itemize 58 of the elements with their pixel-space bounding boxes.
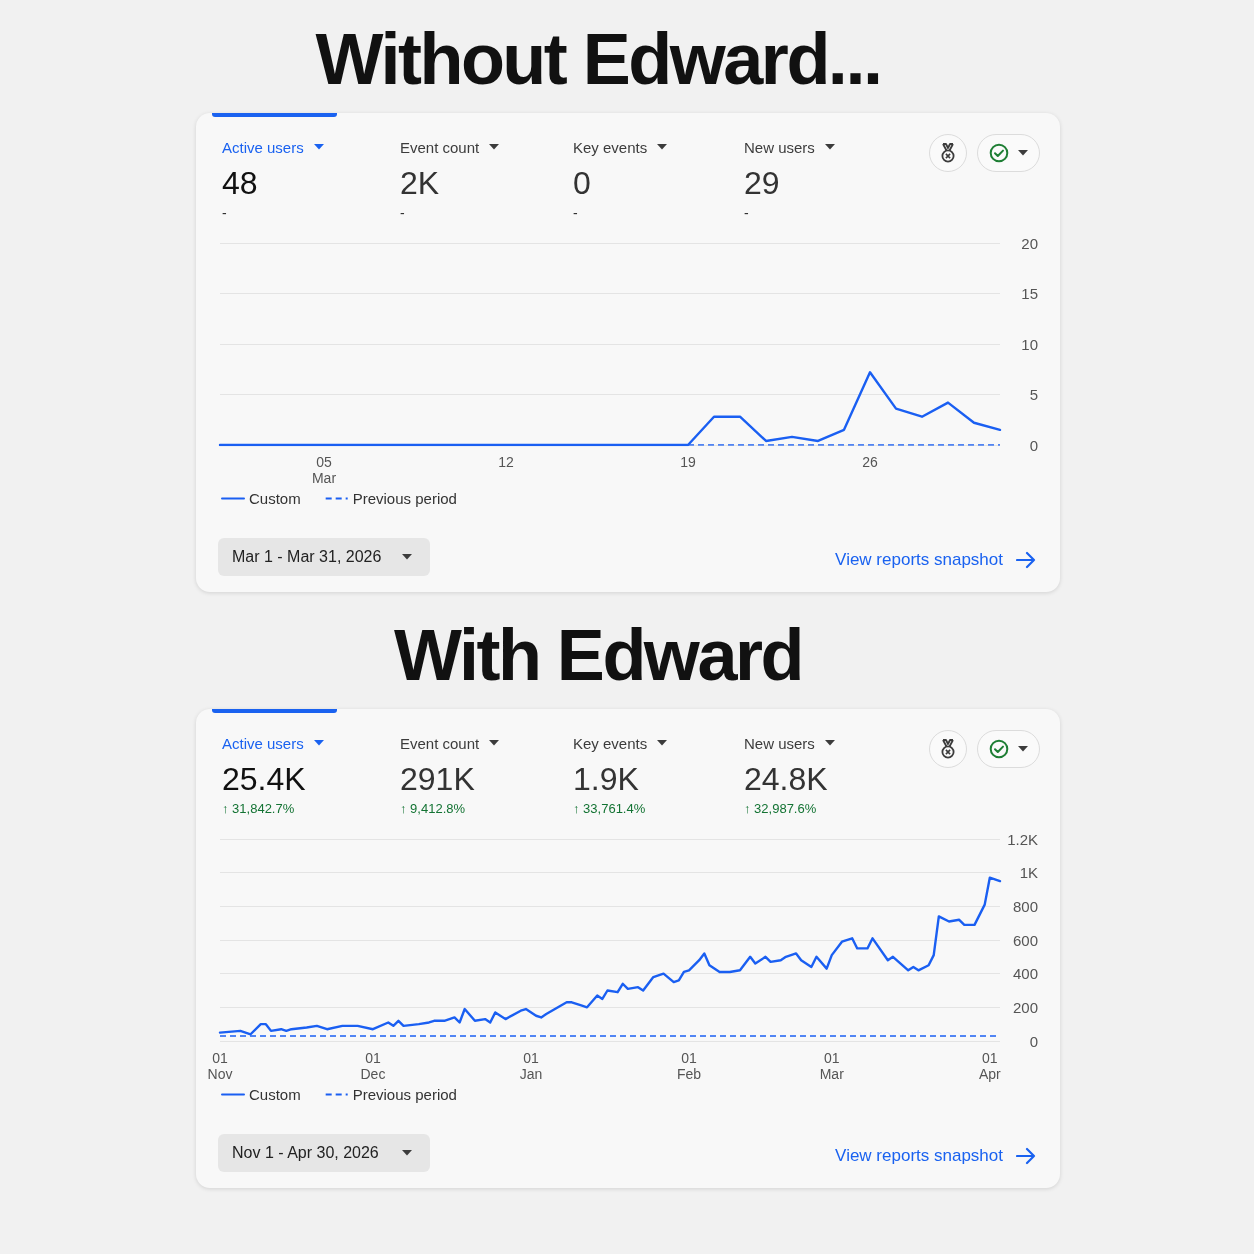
line-series — [218, 876, 1002, 1036]
date-picker: Mar 1 - Mar 31, 2026 — [218, 538, 430, 576]
text: - — [400, 205, 406, 221]
y-tick-label: 10 — [1021, 335, 1038, 353]
text: Event count — [400, 138, 480, 156]
text: New users — [744, 734, 815, 752]
text: - — [573, 205, 579, 221]
text: 291K — [400, 761, 476, 797]
chart-title: With Edward — [393, 615, 803, 695]
x-tick-label: 01 Nov — [207, 1050, 233, 1082]
text: Event count — [400, 734, 480, 752]
x-tick-label: 01 Feb — [676, 1050, 702, 1082]
chart-title: Without Edward... — [314, 19, 882, 99]
y-tick-label: 5 — [1029, 386, 1038, 403]
x-tick-label: 01 Dec — [360, 1050, 386, 1082]
text: - — [222, 205, 228, 221]
text: 2K — [400, 165, 441, 201]
y-tick-label: 15 — [1021, 285, 1038, 302]
text: 25.4K — [222, 761, 307, 797]
y-tick-label: 0 — [1029, 436, 1038, 454]
text: View reports snapshot — [835, 1146, 1003, 1166]
text: 0 — [573, 165, 592, 201]
text: 24.8K — [744, 761, 829, 797]
y-tick-label: 400 — [1012, 965, 1038, 983]
text: Active users — [222, 138, 304, 156]
date-picker: Nov 1 - Apr 30, 2026 — [218, 1134, 430, 1172]
text: Key events — [573, 734, 648, 752]
x-tick-label: 01 Mar — [819, 1050, 845, 1082]
x-tick-label: 01 Jan — [519, 1050, 543, 1082]
text: Active users — [222, 734, 304, 752]
text: 48 — [222, 165, 259, 201]
text: 29 — [744, 165, 781, 201]
text: ↑ 31,842.7% — [222, 801, 296, 817]
y-tick-label: 600 — [1012, 931, 1038, 949]
text: 1.9K — [573, 761, 640, 797]
y-tick-label: 200 — [1012, 998, 1038, 1016]
text: View reports snapshot — [835, 550, 1003, 570]
legend-label: Previous period — [352, 490, 457, 507]
text: ↑ 32,987.6% — [744, 801, 818, 817]
text: ↑ 9,412.8% — [400, 801, 467, 817]
y-tick-label: 20 — [1021, 234, 1038, 252]
text: New users — [744, 138, 815, 156]
text: - — [744, 205, 750, 221]
x-tick-label: 26 — [862, 454, 878, 470]
text: Key events — [573, 138, 648, 156]
line-series — [218, 371, 1002, 447]
y-tick-label: 800 — [1012, 897, 1038, 915]
text: ↑ 33,761.4% — [573, 801, 647, 817]
x-tick-label: 01 Apr — [978, 1050, 1002, 1082]
x-tick-label: 05 Mar — [311, 454, 337, 486]
legend-label: Custom — [249, 1086, 301, 1103]
legend-label: Custom — [249, 490, 301, 507]
x-tick-label: 12 — [498, 454, 514, 470]
y-tick-label: 1.2K — [1007, 830, 1038, 848]
x-tick-label: 19 — [680, 454, 696, 470]
y-tick-label: 0 — [1029, 1032, 1038, 1050]
y-tick-label: 1K — [1019, 864, 1038, 882]
legend-label: Previous period — [352, 1086, 457, 1103]
